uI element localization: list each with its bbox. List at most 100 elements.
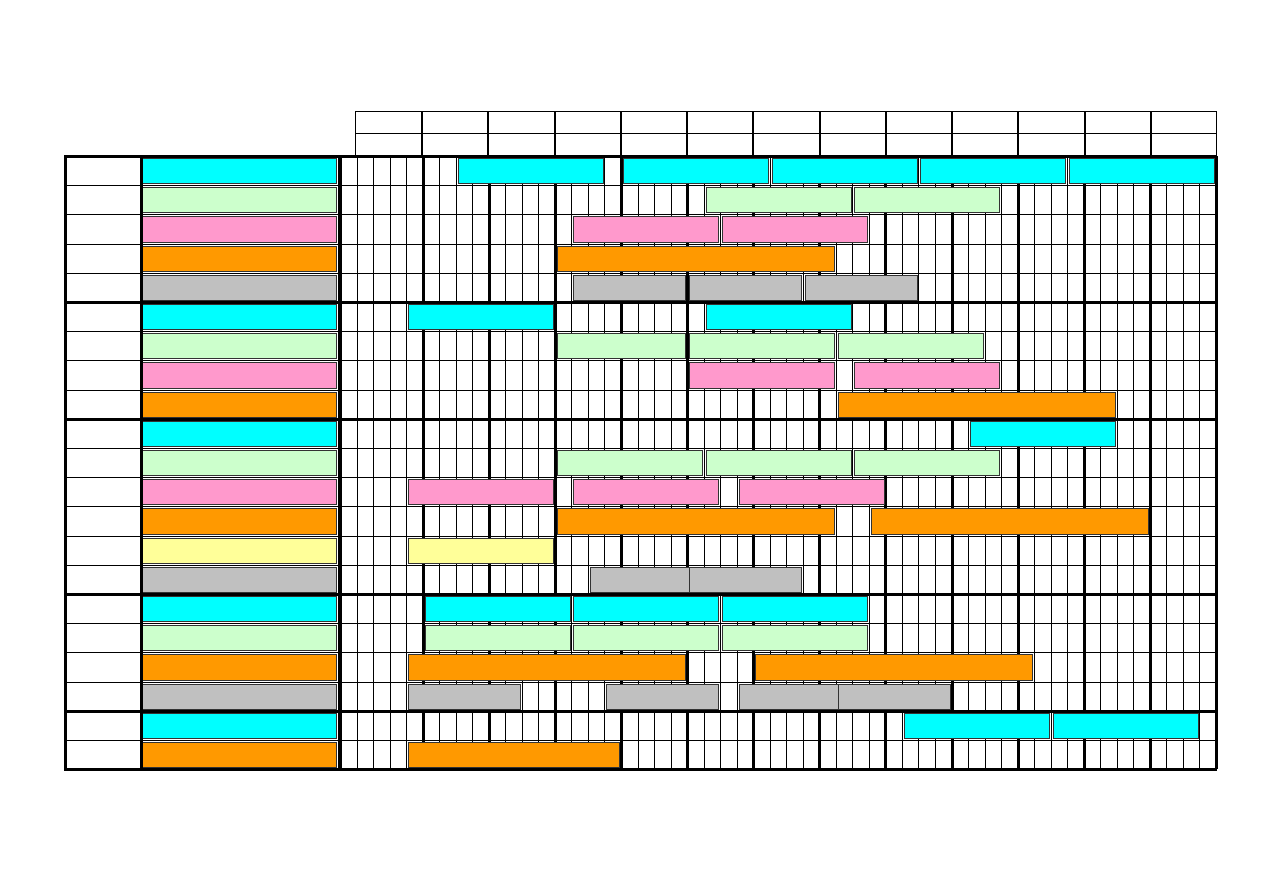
column-border xyxy=(141,156,143,771)
week-gridline xyxy=(1017,156,1020,770)
group-separator xyxy=(64,418,1217,421)
task-label-swatch xyxy=(142,508,337,535)
schedule-bar xyxy=(722,625,868,652)
row-category-cell xyxy=(64,565,140,594)
header-month-cell xyxy=(619,111,688,134)
header-week-cell xyxy=(1017,133,1085,157)
schedule-bar xyxy=(557,508,835,535)
week-gridline xyxy=(390,156,391,770)
week-gridline xyxy=(439,156,440,770)
row-gridline xyxy=(64,477,1217,478)
header-month-cell xyxy=(951,111,1019,134)
task-label-swatch xyxy=(142,187,337,214)
schedule-bar xyxy=(689,362,835,389)
row-gridline xyxy=(64,273,1217,274)
week-gridline xyxy=(357,156,358,770)
row-gridline xyxy=(64,623,1217,624)
task-label-swatch xyxy=(142,391,337,418)
column-border xyxy=(338,156,340,771)
header-month-cell xyxy=(818,111,886,134)
week-gridline xyxy=(488,156,491,770)
schedule-bar xyxy=(722,216,868,243)
header-month-cell xyxy=(884,111,953,134)
row-category-cell xyxy=(64,185,140,214)
schedule-bar xyxy=(689,274,802,301)
schedule-bar xyxy=(573,625,719,652)
header-week-cell xyxy=(951,133,1019,157)
row-category-cell xyxy=(64,740,140,769)
task-label-swatch xyxy=(142,274,337,301)
header-month-cell xyxy=(553,111,621,134)
schedule-bar xyxy=(772,158,918,185)
task-label-swatch xyxy=(142,245,337,272)
schedule-bar xyxy=(871,508,1149,535)
header-week-cell xyxy=(619,133,688,157)
row-category-cell xyxy=(64,682,140,711)
week-gridline xyxy=(852,156,853,770)
week-gridline xyxy=(456,156,457,770)
row-category-cell xyxy=(64,156,140,185)
header-week-cell xyxy=(818,133,886,157)
schedule-bar xyxy=(689,566,802,593)
row-gridline xyxy=(64,565,1217,566)
schedule-bar xyxy=(904,712,1050,739)
schedule-bar xyxy=(590,566,703,593)
schedule-bar xyxy=(838,683,951,710)
schedule-bar xyxy=(854,450,1000,477)
header-month-cell xyxy=(1017,111,1085,134)
schedule-bar xyxy=(606,683,719,710)
schedule-bar xyxy=(557,245,835,272)
schedule-bar xyxy=(854,187,1000,214)
row-gridline xyxy=(64,360,1217,361)
week-gridline xyxy=(538,156,539,770)
row-category-cell xyxy=(64,536,140,565)
schedule-bar xyxy=(557,333,686,360)
schedule-bar xyxy=(1053,712,1199,739)
schedule-bar xyxy=(805,274,918,301)
week-gridline xyxy=(339,156,342,770)
header-month-cell xyxy=(1083,111,1151,134)
row-category-cell xyxy=(64,360,140,389)
schedule-bar xyxy=(623,158,769,185)
schedule-bar xyxy=(722,596,868,623)
schedule-bar xyxy=(573,274,686,301)
row-category-cell xyxy=(64,419,140,448)
task-label-swatch xyxy=(142,596,337,623)
row-category-cell xyxy=(64,506,140,535)
schedule-bar xyxy=(408,304,554,331)
group-separator xyxy=(64,710,1217,713)
row-category-cell xyxy=(64,448,140,477)
row-gridline xyxy=(64,448,1217,449)
schedule-bar xyxy=(408,537,554,564)
row-category-cell xyxy=(64,623,140,652)
week-gridline xyxy=(1215,156,1218,770)
row-gridline xyxy=(64,244,1217,245)
header-week-cell xyxy=(355,133,423,157)
week-gridline xyxy=(406,156,407,770)
schedule-bar xyxy=(739,479,885,506)
row-gridline xyxy=(64,740,1217,741)
schedule-bar xyxy=(573,216,719,243)
task-label-swatch xyxy=(142,625,337,652)
row-gridline xyxy=(64,506,1217,507)
header-month-cell xyxy=(487,111,555,134)
week-gridline xyxy=(554,156,557,770)
task-label-swatch xyxy=(142,742,337,769)
header-month-cell xyxy=(355,111,423,134)
row-category-cell xyxy=(64,390,140,419)
schedule-bar xyxy=(425,596,571,623)
task-label-swatch xyxy=(142,537,337,564)
header-week-cell xyxy=(1149,133,1217,157)
schedule-bar xyxy=(573,596,719,623)
task-label-swatch xyxy=(142,712,337,739)
week-gridline xyxy=(1149,156,1152,770)
group-separator xyxy=(64,155,1217,158)
schedule-bar xyxy=(854,362,1000,389)
week-gridline xyxy=(1034,156,1035,770)
week-gridline xyxy=(422,156,425,770)
header-week-cell xyxy=(884,133,953,157)
row-category-cell xyxy=(64,711,140,740)
week-gridline xyxy=(373,156,374,770)
week-gridline xyxy=(1067,156,1068,770)
